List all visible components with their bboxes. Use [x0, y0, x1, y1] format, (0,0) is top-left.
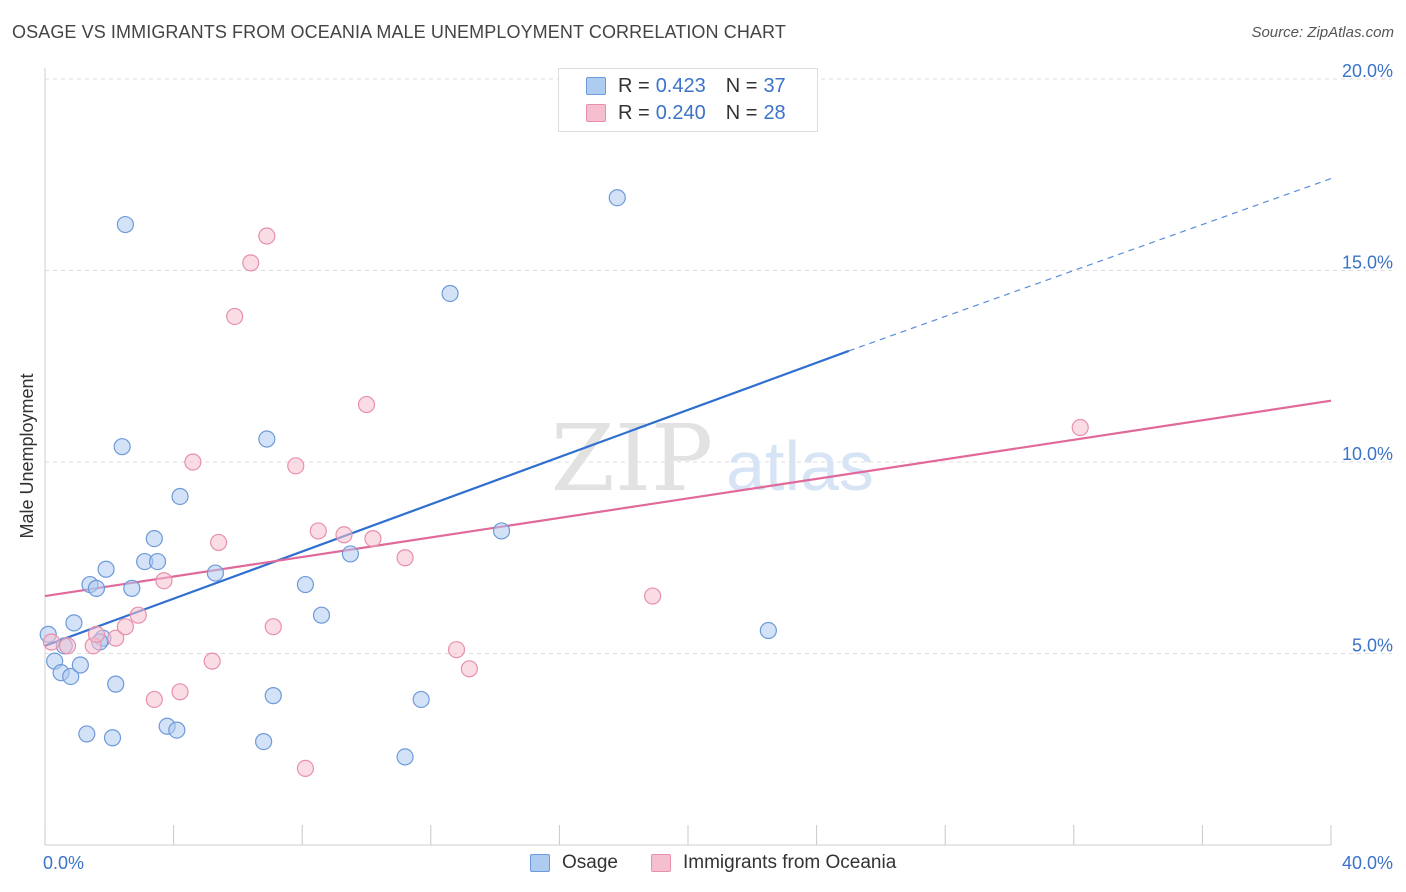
oceania-n-value: 28: [763, 101, 786, 124]
osage-trend-extension: [848, 178, 1332, 352]
oceania-point: [184, 453, 202, 471]
oceania-point: [1071, 418, 1089, 437]
osage-point: [312, 606, 331, 624]
oceania-point: [460, 660, 478, 678]
osage-trend-line: [44, 349, 850, 647]
watermark-zip: ZIP: [551, 405, 713, 512]
legend-osage-label: Osage: [562, 852, 618, 873]
watermark-atlas: atlas: [726, 427, 874, 505]
osage-r-value: 0.423: [655, 74, 706, 97]
oceania-point: [357, 395, 376, 414]
oceania-r-value: 0.240: [655, 101, 706, 124]
legend-item-osage: Osage: [530, 852, 618, 874]
legend-oceania-label: Immigrants from Oceania: [683, 852, 897, 873]
oceania-point: [296, 759, 315, 778]
osage-point: [206, 564, 224, 582]
osage-point: [341, 545, 360, 563]
oceania-point: [309, 522, 327, 540]
oceania-point: [264, 618, 282, 636]
osage-point: [103, 729, 122, 747]
osage-point: [396, 748, 414, 766]
oceania-point: [116, 618, 134, 636]
osage-point: [78, 725, 96, 743]
oceania-point: [58, 637, 77, 655]
oceania-point: [242, 254, 260, 272]
osage-n-value: 37: [763, 74, 786, 97]
oceania-point: [171, 683, 189, 701]
chart-title: OSAGE VS IMMIGRANTS FROM OCEANIA MALE UN…: [12, 22, 786, 42]
oceania-point: [87, 625, 106, 643]
oceania-swatch: [586, 104, 606, 122]
legend-row-oceania: R = 0.240 N = 28: [559, 100, 786, 126]
osage-point: [145, 529, 163, 548]
osage-point: [116, 215, 134, 234]
legend-oceania-swatch: [651, 854, 671, 872]
osage-point: [71, 656, 89, 674]
oceania-point: [145, 690, 163, 709]
osage-point: [113, 438, 131, 456]
oceania-point: [447, 641, 466, 659]
osage-point: [123, 579, 141, 597]
osage-point: [62, 667, 80, 686]
oceania-point: [155, 572, 173, 590]
osage-point: [258, 430, 276, 448]
oceania-r-label: R =: [618, 101, 650, 124]
oceania-point: [107, 629, 125, 647]
legend-osage-swatch: [530, 854, 550, 872]
watermark: ZIP atlas: [551, 405, 874, 512]
oceania-point: [258, 227, 276, 245]
osage-n-label: N =: [725, 74, 758, 97]
stats-legend: R = 0.423 N = 37 R = 0.240 N = 28: [558, 68, 818, 132]
oceania-point: [226, 307, 244, 326]
oceania-point: [129, 606, 147, 624]
oceania-trend-line: [44, 399, 1332, 598]
source-label: Source: ZipAtlas.com: [1251, 24, 1394, 41]
osage-point: [87, 579, 106, 597]
oceania-point: [210, 533, 228, 552]
x-tick-label: 0.0%: [43, 853, 84, 873]
oceania-point: [203, 652, 221, 670]
osage-point: [264, 687, 282, 705]
legend-item-oceania: Immigrants from Oceania: [651, 852, 896, 874]
oceania-point: [42, 633, 61, 651]
osage-point: [148, 552, 167, 571]
trend-lines: [44, 178, 1332, 647]
grid-lines: [45, 78, 1392, 654]
osage-point: [107, 675, 125, 693]
axes: 5.0% 10.0% 15.0% 20.0% 0.0% 40.0%: [43, 61, 1393, 873]
osage-point: [255, 732, 273, 751]
oceania-point: [364, 529, 382, 548]
oceania-point: [287, 457, 305, 475]
y-tick-label: 15.0%: [1342, 253, 1393, 273]
y-tick-label: 5.0%: [1352, 636, 1393, 656]
osage-swatch: [586, 77, 606, 95]
oceania-point: [396, 549, 414, 567]
osage-point: [65, 614, 83, 632]
osage-point: [412, 690, 430, 709]
osage-point: [296, 575, 315, 594]
osage-point: [608, 189, 626, 207]
osage-point: [97, 560, 115, 578]
osage-point: [492, 522, 511, 540]
oceania-n-label: N =: [725, 101, 758, 124]
osage-point: [168, 721, 186, 739]
osage-r-label: R =: [618, 74, 650, 97]
legend-row-osage: R = 0.423 N = 37: [559, 73, 786, 99]
osage-point: [759, 621, 777, 640]
osage-point: [441, 284, 459, 303]
oceania-point: [644, 587, 662, 605]
y-axis-label: Male Unemployment: [17, 373, 37, 538]
oceania-point: [335, 526, 353, 544]
y-tick-label: 20.0%: [1342, 61, 1393, 81]
x-tick-label: 40.0%: [1342, 853, 1393, 873]
data-points: [39, 189, 1089, 778]
osage-point: [171, 487, 189, 506]
y-tick-label: 10.0%: [1342, 444, 1393, 464]
